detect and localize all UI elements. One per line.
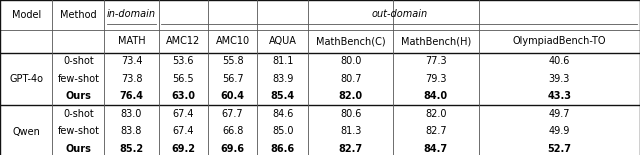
- Text: few-shot: few-shot: [58, 126, 99, 136]
- Text: 82.7: 82.7: [425, 126, 447, 136]
- Text: 53.6: 53.6: [173, 56, 194, 66]
- Text: 67.7: 67.7: [222, 109, 243, 119]
- Text: MathBench(C): MathBench(C): [316, 36, 385, 46]
- Text: GPT-4o: GPT-4o: [9, 74, 44, 84]
- Text: 49.7: 49.7: [548, 109, 570, 119]
- Text: MATH: MATH: [118, 36, 145, 46]
- Text: MathBench(H): MathBench(H): [401, 36, 471, 46]
- Text: 84.7: 84.7: [424, 144, 448, 154]
- Text: 84.0: 84.0: [424, 91, 448, 101]
- Text: 84.6: 84.6: [272, 109, 294, 119]
- Text: 49.9: 49.9: [548, 126, 570, 136]
- Text: 80.6: 80.6: [340, 109, 362, 119]
- Text: Method: Method: [60, 10, 97, 20]
- Text: 83.9: 83.9: [272, 74, 294, 84]
- Text: 80.7: 80.7: [340, 74, 362, 84]
- Text: AMC12: AMC12: [166, 36, 200, 46]
- Text: 43.3: 43.3: [547, 91, 572, 101]
- Text: in-domain: in-domain: [107, 9, 156, 19]
- Text: 60.4: 60.4: [221, 91, 244, 101]
- Text: 0-shot: 0-shot: [63, 109, 94, 119]
- Text: few-shot: few-shot: [58, 74, 99, 84]
- Text: Ours: Ours: [65, 144, 92, 154]
- Text: out-domain: out-domain: [371, 9, 428, 19]
- Text: 73.4: 73.4: [121, 56, 142, 66]
- Text: 81.3: 81.3: [340, 126, 362, 136]
- Text: 85.4: 85.4: [271, 91, 295, 101]
- Text: 39.3: 39.3: [548, 74, 570, 84]
- Text: 0-shot: 0-shot: [63, 56, 94, 66]
- Text: 82.7: 82.7: [339, 144, 363, 154]
- Text: 76.4: 76.4: [120, 91, 143, 101]
- Text: 55.8: 55.8: [222, 56, 243, 66]
- Text: Qwen: Qwen: [12, 127, 40, 137]
- Text: Ours: Ours: [65, 91, 92, 101]
- Text: 40.6: 40.6: [548, 56, 570, 66]
- Text: 69.6: 69.6: [221, 144, 244, 154]
- Text: 52.7: 52.7: [547, 144, 572, 154]
- Text: 80.0: 80.0: [340, 56, 362, 66]
- Text: Model: Model: [12, 10, 41, 20]
- Text: 69.2: 69.2: [172, 144, 195, 154]
- Text: 82.0: 82.0: [425, 109, 447, 119]
- Text: OlympiadBench-TO: OlympiadBench-TO: [513, 36, 606, 46]
- Text: 86.6: 86.6: [271, 144, 295, 154]
- Text: 79.3: 79.3: [425, 74, 447, 84]
- Text: 85.2: 85.2: [120, 144, 143, 154]
- Text: 67.4: 67.4: [173, 126, 194, 136]
- Text: 83.0: 83.0: [121, 109, 142, 119]
- Text: 56.5: 56.5: [173, 74, 194, 84]
- Text: 81.1: 81.1: [272, 56, 294, 66]
- Text: 56.7: 56.7: [222, 74, 243, 84]
- Text: 77.3: 77.3: [425, 56, 447, 66]
- Text: 63.0: 63.0: [172, 91, 195, 101]
- Text: 73.8: 73.8: [121, 74, 142, 84]
- Text: 83.8: 83.8: [121, 126, 142, 136]
- Text: AMC10: AMC10: [216, 36, 250, 46]
- Text: 66.8: 66.8: [222, 126, 243, 136]
- Text: AQUA: AQUA: [269, 36, 297, 46]
- Text: 82.0: 82.0: [339, 91, 363, 101]
- Text: 67.4: 67.4: [173, 109, 194, 119]
- Text: 85.0: 85.0: [272, 126, 294, 136]
